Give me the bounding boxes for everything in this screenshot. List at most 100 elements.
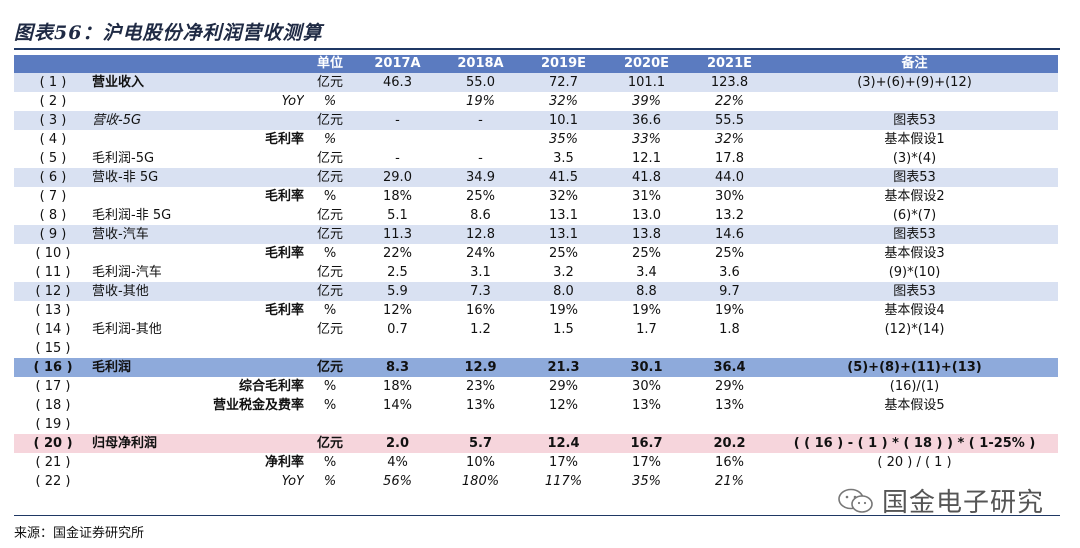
row-unit: %	[323, 303, 337, 318]
row-index: ( 21 )	[35, 455, 71, 470]
value-cell: 5.1	[387, 208, 408, 223]
value-cell: 123.8	[688, 73, 771, 92]
value-cell: 1.7	[636, 322, 657, 337]
row-index: ( 9 )	[14, 225, 92, 244]
row-label	[92, 339, 304, 358]
row-label: 营收-非 5G	[92, 168, 304, 187]
value-cell: 18%	[383, 379, 412, 394]
value-cell	[356, 130, 439, 149]
row-label	[92, 415, 304, 434]
row-unit: %	[323, 94, 337, 109]
row-unit: %	[323, 132, 337, 147]
value-cell: 25%	[466, 189, 495, 204]
value-cell: 29.0	[356, 168, 439, 187]
value-cell: 31%	[632, 189, 661, 204]
value-cell: 10.1	[522, 111, 605, 130]
row-index: ( 18 )	[35, 398, 71, 413]
value-cell: 44.0	[688, 168, 771, 187]
header-year: 2017A	[356, 55, 439, 73]
value-cell: 180%	[461, 474, 500, 489]
value-cell: 17%	[549, 455, 578, 470]
value-cell	[356, 92, 439, 111]
value-cell: 30.1	[605, 358, 688, 377]
table-row: ( 21 ) 净利率% 4% 10% 17% 17% 16% ( 20 ) / ( 1 )	[14, 453, 1058, 472]
value-cell: 19%	[466, 94, 495, 109]
note-cell: 图表53	[771, 225, 1058, 244]
header-year: 2020E	[605, 55, 688, 73]
table-row: ( 8 ) 毛利润-非 5G 亿元 5.1 8.6 13.1 13.0 13.2 (6)*(7)	[14, 206, 1058, 225]
bottom-rule	[14, 515, 1060, 516]
value-cell: 30%	[632, 379, 661, 394]
table-row: ( 9 ) 营收-汽车 亿元 11.3 12.8 13.1 13.8 14.6 图表53	[14, 225, 1058, 244]
value-cell: 22%	[383, 246, 412, 261]
note-cell: 基本假设4	[884, 303, 945, 318]
value-cell: 41.5	[522, 168, 605, 187]
table-row: ( 2 ) YoY% 19% 32% 39% 22%	[14, 92, 1058, 111]
table-row: ( 7 ) 毛利率% 18% 25% 32% 31% 30% 基本假设2	[14, 187, 1058, 206]
value-cell	[688, 415, 771, 434]
row-index: ( 6 )	[14, 168, 92, 187]
note-cell: 基本假设1	[884, 132, 945, 147]
value-cell: 29%	[549, 379, 578, 394]
value-cell: 13%	[715, 398, 744, 413]
value-cell	[439, 130, 522, 149]
table-row: ( 11 ) 毛利润-汽车 亿元 2.5 3.1 3.2 3.4 3.6 (9)*(10)	[14, 263, 1058, 282]
value-cell	[356, 339, 439, 358]
financial-table: 单位 2017A 2018A 2019E 2020E 2021E 备注 ( 1 …	[14, 55, 1058, 491]
value-cell	[605, 415, 688, 434]
watermark: 国金电子研究	[838, 482, 1044, 519]
value-cell: 19%	[549, 303, 578, 318]
row-label: 毛利润-汽车	[92, 265, 162, 280]
value-cell: 19%	[632, 303, 661, 318]
note-cell: (3)+(6)+(9)+(12)	[771, 73, 1058, 92]
note-cell: (5)+(8)+(11)+(13)	[771, 358, 1058, 377]
value-cell: 8.8	[605, 282, 688, 301]
note-cell: ( 20 ) / ( 1 )	[877, 455, 952, 470]
row-unit: %	[323, 246, 337, 261]
row-unit: 亿元	[316, 322, 343, 337]
note-cell: 图表53	[771, 111, 1058, 130]
row-label: 营业收入	[92, 73, 304, 92]
value-cell: 32%	[715, 132, 744, 147]
value-cell: 0.7	[387, 322, 408, 337]
table-row: ( 5 ) 毛利润-5G 亿元 - - 3.5 12.1 17.8 (3)*(4)	[14, 149, 1058, 168]
note-cell: (12)*(14)	[884, 322, 945, 337]
value-cell: 3.4	[636, 265, 657, 280]
top-rule	[14, 48, 1060, 50]
value-cell	[522, 339, 605, 358]
figure-title: 图表56：沪电股份净利润营收测算	[14, 22, 323, 44]
table-row: ( 16 ) 毛利润 亿元 8.3 12.9 21.3 30.1 36.4 (5)+(8)+(1…	[14, 358, 1058, 377]
value-cell: 8.6	[470, 208, 491, 223]
value-cell: 2.5	[387, 265, 408, 280]
table-row: ( 18 ) 营业税金及费率% 14% 13% 12% 13% 13% 基本假设5	[14, 396, 1058, 415]
header-cell	[14, 55, 92, 73]
value-cell: 13.8	[605, 225, 688, 244]
note-cell: 基本假设5	[884, 398, 945, 413]
value-cell: 7.3	[439, 282, 522, 301]
value-cell: 23%	[466, 379, 495, 394]
row-index: ( 3 )	[14, 111, 92, 130]
value-cell: 13.2	[715, 208, 744, 223]
table-row: ( 4 ) 毛利率% 35% 33% 32% 基本假设1	[14, 130, 1058, 149]
value-cell: 12.1	[632, 151, 661, 166]
row-index: ( 10 )	[35, 246, 71, 261]
table-row: ( 3 ) 营收-5G 亿元 - -10.1 36.6 55.5 图表53	[14, 111, 1058, 130]
value-cell: 29%	[715, 379, 744, 394]
wechat-icon	[838, 488, 874, 514]
row-unit: %	[323, 455, 337, 470]
value-cell: 21.3	[522, 358, 605, 377]
row-label: 毛利率	[264, 303, 304, 318]
value-cell: 56%	[383, 474, 412, 489]
value-cell: 8.3	[356, 358, 439, 377]
value-cell: 33%	[632, 132, 661, 147]
row-label: YoY	[281, 94, 304, 109]
row-index: ( 17 )	[35, 379, 71, 394]
value-cell: 14%	[383, 398, 412, 413]
value-cell: 35%	[632, 474, 661, 489]
row-unit: 亿元	[304, 225, 356, 244]
value-cell: 12%	[383, 303, 412, 318]
header-unit: 单位	[304, 55, 356, 73]
row-label: 毛利率	[264, 189, 304, 204]
value-cell: 24%	[466, 246, 495, 261]
value-cell	[356, 415, 439, 434]
